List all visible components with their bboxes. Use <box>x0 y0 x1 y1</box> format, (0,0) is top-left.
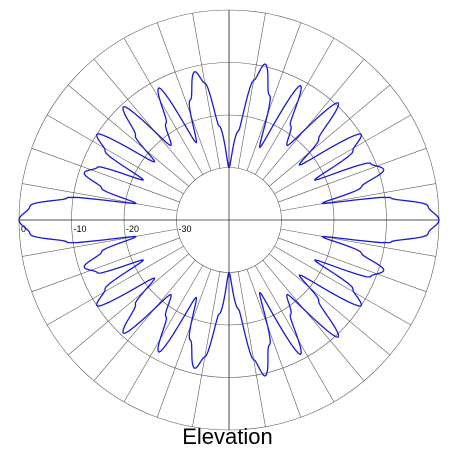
radial-tick-label: -10 <box>74 224 87 234</box>
pattern-series <box>18 63 440 377</box>
grid-spoke <box>156 269 212 418</box>
grid-spoke <box>123 37 204 175</box>
grid-spoke <box>237 13 266 169</box>
radial-tick-labels: 0 -10 -20 -30 <box>21 224 192 234</box>
grid-spoke <box>246 269 302 418</box>
chart-title: Elevation <box>182 424 273 449</box>
grid-spoke <box>246 22 302 171</box>
grid-spoke <box>274 114 412 195</box>
grid-spoke <box>46 114 184 195</box>
grid-spoke <box>274 245 412 326</box>
grid-spoke <box>192 271 221 427</box>
grid-spoke <box>269 253 391 356</box>
grid-spoke <box>278 147 427 203</box>
grid-spoke <box>67 84 189 187</box>
grid-spoke <box>262 260 365 382</box>
grid-spoke <box>93 260 196 382</box>
polar-grid <box>18 9 440 431</box>
grid-spoke <box>254 37 335 175</box>
grid-spoke <box>31 147 180 203</box>
grid-spoke <box>31 237 180 293</box>
grid-spoke <box>67 253 189 356</box>
grid-spoke <box>280 228 436 257</box>
grid-spoke <box>93 58 196 180</box>
grid-spoke <box>22 183 178 212</box>
radial-tick-label: 0 <box>21 224 26 234</box>
grid-spoke <box>22 228 178 257</box>
grid-spoke <box>237 271 266 427</box>
radial-tick-label: -30 <box>179 224 192 234</box>
grid-spoke <box>280 183 436 212</box>
grid-spoke <box>254 265 335 403</box>
grid-spoke <box>269 84 391 187</box>
radial-tick-label: -20 <box>126 224 139 234</box>
grid-spoke <box>123 265 204 403</box>
grid-spoke <box>192 13 221 169</box>
grid-spoke <box>156 22 212 171</box>
pattern-line <box>18 63 440 377</box>
grid-spoke <box>278 237 427 293</box>
grid-spoke <box>262 58 365 180</box>
grid-spoke <box>46 245 184 326</box>
